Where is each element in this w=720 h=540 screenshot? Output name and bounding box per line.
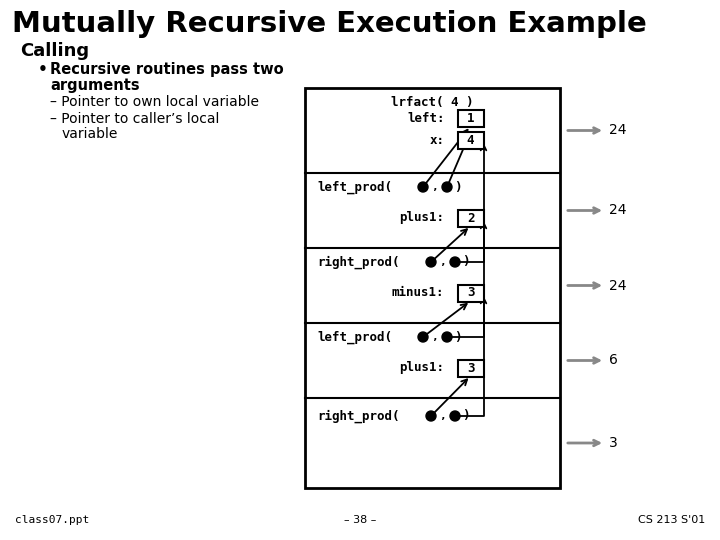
Text: ): ) <box>454 330 462 343</box>
Circle shape <box>442 332 452 342</box>
Text: Recursive routines pass two: Recursive routines pass two <box>50 62 284 77</box>
Text: 24: 24 <box>609 204 626 218</box>
Text: x:: x: <box>430 133 444 146</box>
Bar <box>457 285 484 301</box>
Text: variable: variable <box>62 127 118 141</box>
Text: ,: , <box>431 332 438 342</box>
Text: – 38 –: – 38 – <box>344 515 376 525</box>
Text: ): ) <box>462 255 469 268</box>
Text: Calling: Calling <box>20 42 89 60</box>
Bar <box>305 88 560 488</box>
Text: left_prod(: left_prod( <box>317 330 392 343</box>
Text: plus1:: plus1: <box>400 361 444 375</box>
Text: class07.ppt: class07.ppt <box>15 515 89 525</box>
Text: right_prod(: right_prod( <box>317 409 400 423</box>
Circle shape <box>442 182 452 192</box>
Text: ,: , <box>439 411 446 421</box>
Text: lrfact( 4 ): lrfact( 4 ) <box>391 96 474 109</box>
Text: right_prod(: right_prod( <box>317 255 400 269</box>
Bar <box>457 110 484 126</box>
Text: ): ) <box>462 409 469 422</box>
Text: plus1:: plus1: <box>400 212 444 225</box>
Text: 2: 2 <box>467 212 474 225</box>
Text: •: • <box>38 62 48 77</box>
Text: ,: , <box>431 182 438 192</box>
Circle shape <box>450 411 460 421</box>
Text: – Pointer to caller’s local: – Pointer to caller’s local <box>50 112 220 126</box>
Text: 24: 24 <box>609 124 626 138</box>
Text: left:: left: <box>407 111 444 125</box>
Circle shape <box>426 257 436 267</box>
Text: – Pointer to own local variable: – Pointer to own local variable <box>50 95 259 109</box>
Text: minus1:: minus1: <box>392 287 444 300</box>
Circle shape <box>426 411 436 421</box>
Text: 3: 3 <box>609 436 618 450</box>
Circle shape <box>418 332 428 342</box>
Text: Mutually Recursive Execution Example: Mutually Recursive Execution Example <box>12 10 647 38</box>
Text: CS 213 S'01: CS 213 S'01 <box>638 515 705 525</box>
Text: 3: 3 <box>467 361 474 375</box>
Bar <box>457 132 484 148</box>
Text: arguments: arguments <box>50 78 140 93</box>
Text: 3: 3 <box>467 287 474 300</box>
Text: left_prod(: left_prod( <box>317 180 392 194</box>
Text: 6: 6 <box>609 354 618 368</box>
Bar <box>457 210 484 226</box>
Bar <box>457 360 484 376</box>
Text: 1: 1 <box>467 111 474 125</box>
Circle shape <box>450 257 460 267</box>
Text: ): ) <box>454 180 462 193</box>
Circle shape <box>418 182 428 192</box>
Text: ,: , <box>439 257 446 267</box>
Text: 24: 24 <box>609 279 626 293</box>
Text: 4: 4 <box>467 133 474 146</box>
